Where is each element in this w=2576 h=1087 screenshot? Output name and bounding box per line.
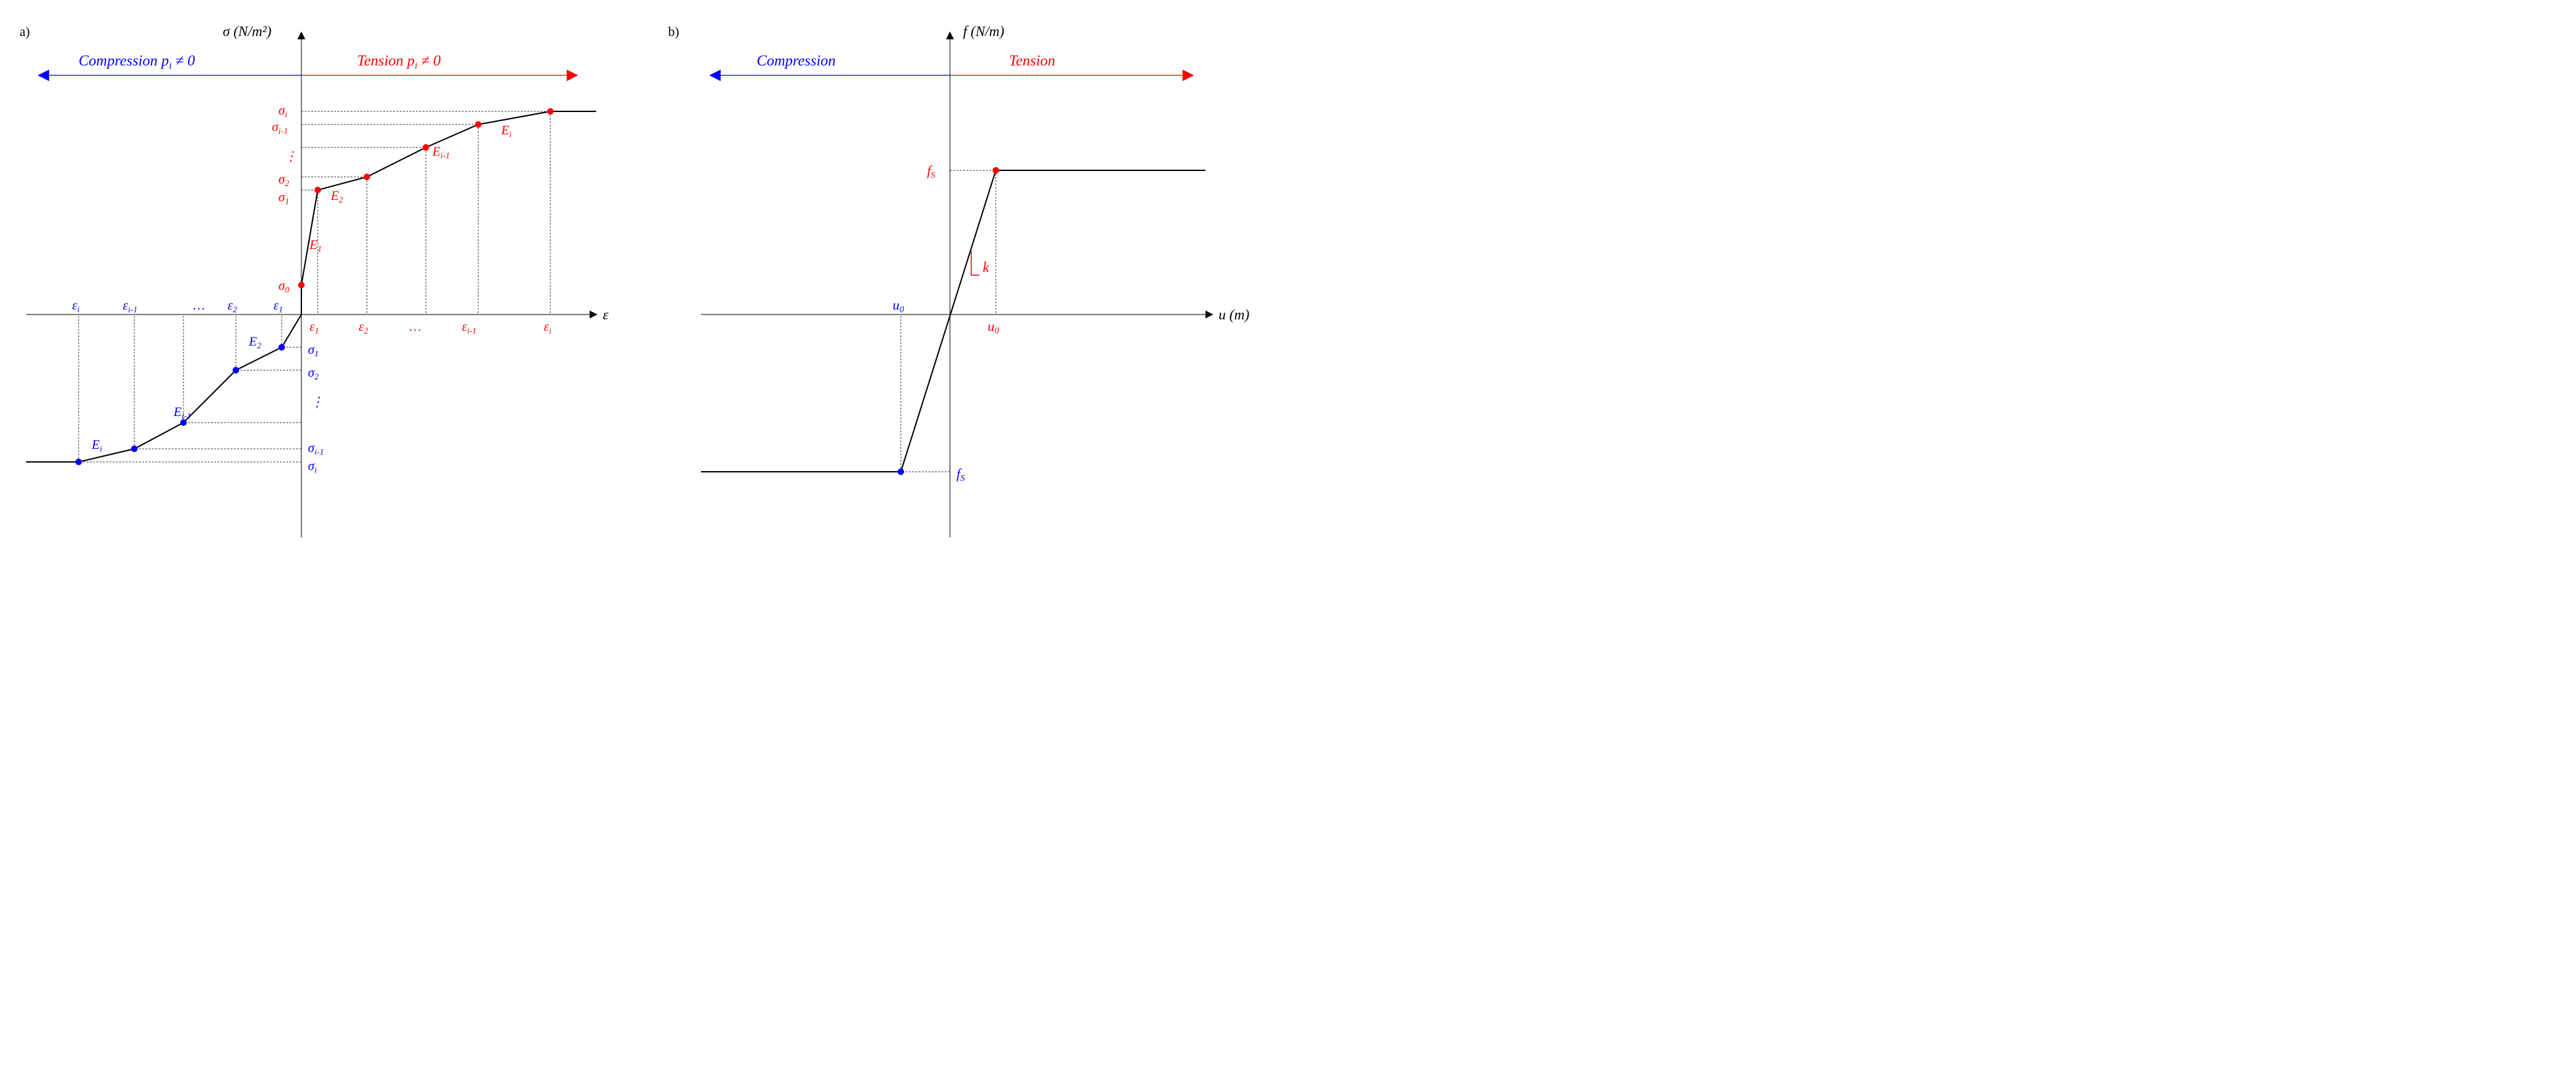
dot-sigmaim1-c — [131, 446, 138, 452]
sigma0-lbl: σ0 — [278, 279, 290, 295]
k-indicator — [972, 249, 980, 275]
dot-fs-t — [993, 167, 999, 174]
fs-c-lbl: fS — [957, 466, 965, 483]
sigmaim1-c-lbl: σi-1 — [308, 441, 324, 457]
sigma2-c-lbl: σ2 — [308, 366, 319, 381]
sigma1-t-lbl: σ1 — [278, 191, 289, 206]
y-axis-label-a: σ (N/m²) — [223, 23, 271, 39]
epsim1-c-lbl: εi-1 — [123, 299, 138, 315]
dot-sigma0 — [298, 282, 305, 288]
epsim1-t-lbl: εi-1 — [462, 320, 476, 335]
panel-a: a) Compression pi ≠ 0 Tension pi ≠ 0 σ (… — [13, 13, 635, 544]
tension-label-b: Tension — [1009, 52, 1055, 69]
panel-b: b) Compression Tension f (N/m) u (m) k f… — [662, 13, 1251, 544]
E1-t-lbl: E1 — [309, 238, 322, 254]
Eim1-c-lbl: Ei-1 — [173, 405, 191, 421]
E2-c-lbl: E2 — [248, 335, 261, 351]
k-label: k — [983, 259, 990, 275]
y-axis-label-b: f (N/m) — [963, 23, 1004, 39]
panel-b-label: b) — [668, 25, 679, 39]
sigma2-t-lbl: σ2 — [278, 172, 290, 188]
sigmadots-c-lbl: ⋮ — [311, 395, 324, 410]
Ei-t-lbl: Ei — [501, 123, 512, 139]
x-axis-label-a: ε — [603, 307, 609, 323]
Ei-c-lbl: Ei — [91, 438, 102, 453]
sigmadots-t-lbl: ⋮ — [284, 149, 297, 164]
dot-sigma1-t — [314, 187, 321, 193]
eps2-c-lbl: ε2 — [228, 299, 238, 315]
force-disp-curve — [701, 170, 1205, 472]
x-axis-label-b: u (m) — [1219, 307, 1249, 323]
dot-sigmai-t — [547, 108, 554, 115]
eps1-c-lbl: ε1 — [274, 299, 283, 315]
epsi-c-lbl: εi — [72, 299, 80, 315]
sigmai-t-lbl: σi — [278, 104, 288, 119]
eps1-t-lbl: ε1 — [310, 320, 319, 335]
u0-c-lbl: u0 — [893, 297, 905, 315]
compression-label-a: Compression pi ≠ 0 — [79, 52, 195, 71]
dot-sigmadots-t — [423, 144, 429, 151]
compression-label-b: Compression — [757, 52, 836, 69]
tension-label-a: Tension pi ≠ 0 — [357, 52, 441, 71]
eps2-t-lbl: ε2 — [359, 320, 369, 335]
panel-a-svg: a) Compression pi ≠ 0 Tension pi ≠ 0 σ (… — [13, 13, 635, 544]
E2-t-lbl: E2 — [330, 189, 343, 204]
epsdots-t-lbl: … — [409, 320, 421, 334]
Eim1-t-lbl: Ei-1 — [432, 145, 450, 161]
panel-a-label: a) — [20, 25, 30, 39]
u0-t-lbl: u0 — [988, 318, 1000, 335]
fs-t-lbl: fS — [927, 163, 936, 180]
dot-sigma2-t — [364, 174, 370, 180]
dot-sigmaim1-t — [475, 121, 482, 128]
dot-sigma1-c — [278, 344, 285, 351]
sigmaim1-t-lbl: σi-1 — [272, 120, 288, 136]
epsdots-c-lbl: … — [193, 299, 205, 313]
epsi-t-lbl: εi — [544, 320, 552, 335]
dot-sigma2-c — [233, 367, 239, 373]
dot-fs-c — [898, 468, 904, 475]
sigma1-c-lbl: σ1 — [308, 343, 318, 358]
dot-sigmai-c — [75, 459, 82, 465]
sigmai-c-lbl: σi — [308, 459, 317, 475]
panel-b-svg: b) Compression Tension f (N/m) u (m) k f… — [662, 13, 1251, 544]
